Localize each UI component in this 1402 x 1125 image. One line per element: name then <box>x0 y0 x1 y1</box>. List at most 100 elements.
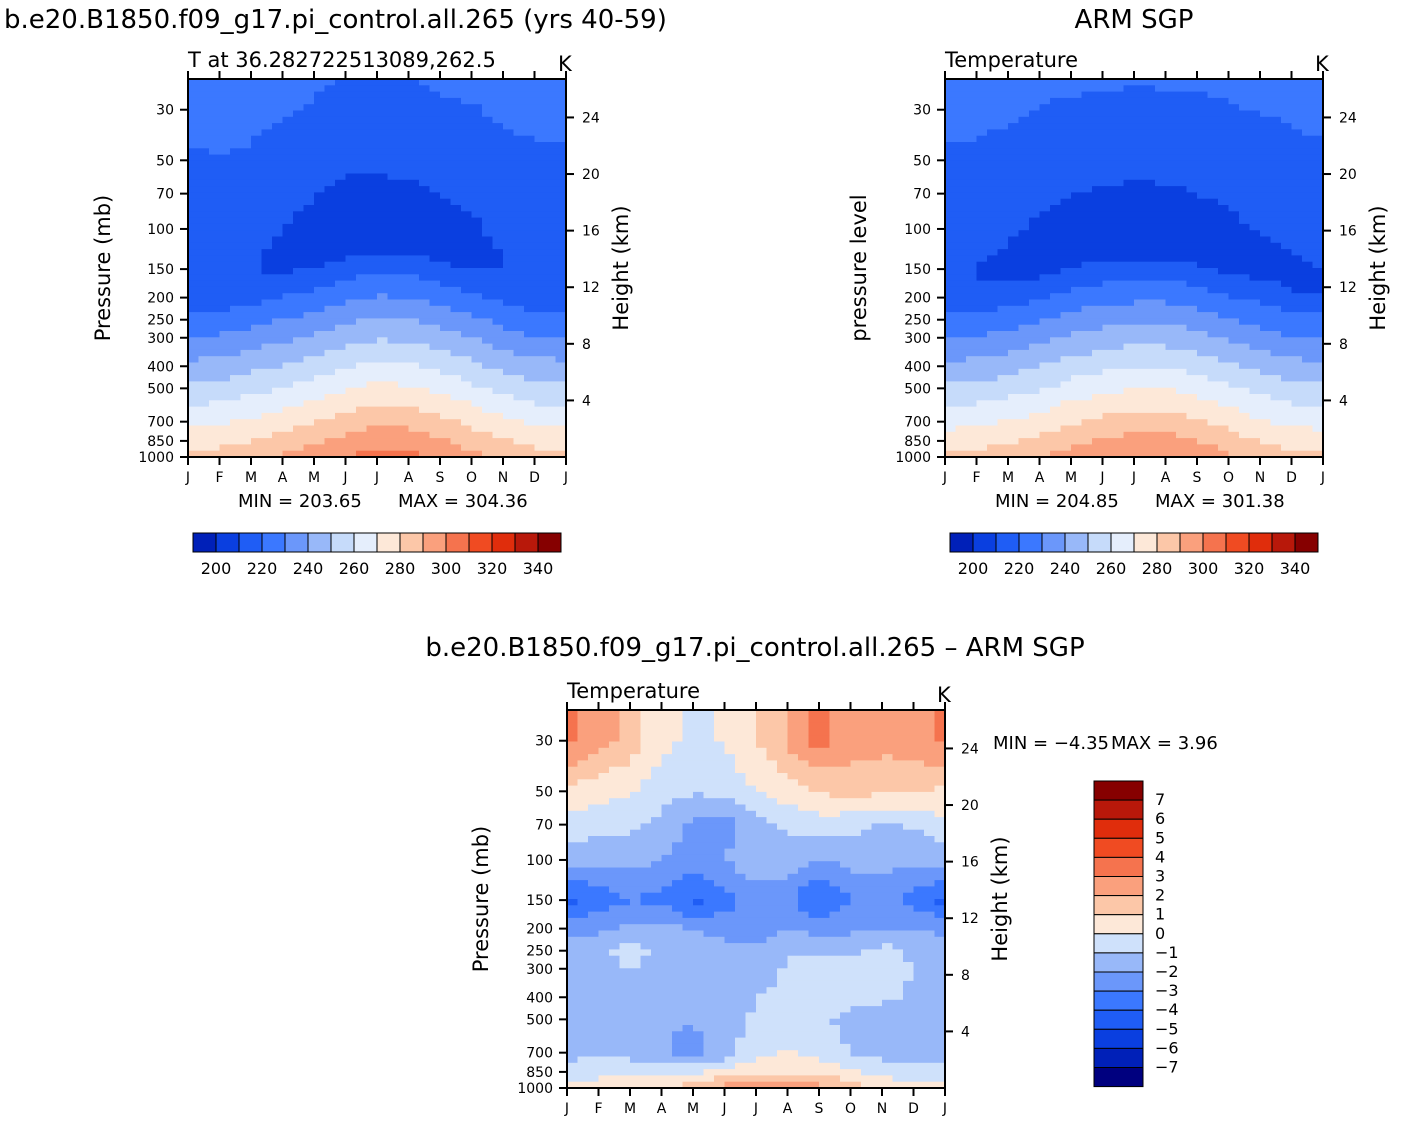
heatmap-cell <box>219 444 231 452</box>
x-tick-label: J <box>1131 470 1136 486</box>
heatmap-cell <box>261 123 273 130</box>
heatmap-cell <box>251 450 263 458</box>
heatmap-cell <box>1302 123 1314 130</box>
heatmap-cell <box>966 211 978 219</box>
heatmap-cell <box>630 1043 642 1051</box>
heatmap-cell <box>314 431 326 439</box>
heatmap-cell <box>1008 438 1020 445</box>
heatmap-cell <box>366 116 378 124</box>
heatmap-cell <box>230 179 242 187</box>
heatmap-cell <box>440 230 452 238</box>
heatmap-cell <box>640 911 652 919</box>
heatmap-cell <box>209 368 221 376</box>
heatmap-cell <box>1071 261 1083 269</box>
heatmap-cell <box>1207 192 1219 200</box>
heatmap-cell <box>209 154 221 162</box>
heatmap-cell <box>1249 167 1261 175</box>
heatmap-cell <box>976 148 988 156</box>
heatmap-cell <box>997 85 1009 93</box>
heatmap-cell <box>314 280 326 288</box>
heatmap-cell <box>513 394 525 401</box>
heatmap-cell <box>471 186 483 193</box>
heatmap-cell <box>567 999 579 1007</box>
heatmap-cell <box>345 123 357 130</box>
heatmap-cell <box>1039 406 1051 414</box>
heatmap-cell <box>293 293 305 301</box>
heatmap-cell <box>1081 85 1093 93</box>
heatmap-cell <box>419 186 431 193</box>
heatmap-cell <box>198 268 210 275</box>
heatmap-cell <box>293 280 305 288</box>
heatmap-cell <box>513 425 525 433</box>
heatmap-cell <box>272 431 284 439</box>
heatmap-cell <box>1186 91 1198 99</box>
heatmap-cell <box>419 142 431 149</box>
heatmap-cell <box>429 167 441 175</box>
heatmap-cell <box>240 179 252 187</box>
heatmap-cell <box>567 1069 579 1076</box>
heatmap-cell <box>408 211 420 219</box>
heatmap-cell <box>534 438 546 445</box>
heatmap-cell <box>1144 192 1156 200</box>
heatmap-cell <box>209 394 221 401</box>
heatmap-cell <box>997 242 1009 250</box>
heatmap-cell <box>482 274 494 282</box>
heatmap-cell <box>1186 104 1198 112</box>
heatmap-cell <box>1092 129 1104 137</box>
heatmap-cell <box>1176 129 1188 137</box>
heatmap-cell <box>356 217 368 225</box>
heatmap-cell <box>240 186 252 193</box>
heatmap-cell <box>1144 242 1156 250</box>
heatmap-cell <box>1270 173 1282 181</box>
heatmap-cell <box>1312 324 1324 332</box>
heatmap-cell <box>1081 331 1093 338</box>
heatmap-cell <box>513 129 525 137</box>
heatmap-cell <box>1165 412 1177 420</box>
heatmap-cell <box>1029 274 1041 282</box>
heatmap-cell <box>945 205 957 212</box>
heatmap-cell <box>1249 173 1261 181</box>
heatmap-cell <box>1081 444 1093 452</box>
heatmap-cell <box>461 148 473 156</box>
heatmap-cell <box>976 337 988 345</box>
heatmap-cell <box>1197 444 1209 452</box>
heatmap-cell <box>188 280 200 288</box>
y-tick-label: 150 <box>147 262 174 278</box>
heatmap-cell <box>987 116 999 124</box>
heatmap-cell <box>293 186 305 193</box>
heatmap-cell <box>1102 223 1114 231</box>
heatmap-cell <box>630 842 642 850</box>
heatmap-cell <box>398 123 410 130</box>
heatmap-cell <box>619 905 631 913</box>
heatmap-cell <box>524 375 536 382</box>
heatmap-cell <box>619 974 631 982</box>
heatmap-cell <box>976 116 988 124</box>
heatmap-cell <box>567 911 579 919</box>
heatmap-cell <box>240 343 252 351</box>
heatmap-cell <box>345 249 357 256</box>
heatmap-cell <box>1165 91 1177 99</box>
heatmap-cell <box>640 867 652 875</box>
heatmap-cell <box>1260 79 1272 86</box>
heatmap-cell <box>188 318 200 326</box>
heatmap-cell <box>419 192 431 200</box>
heatmap-cell <box>461 110 473 118</box>
heatmap-cell <box>1071 236 1083 244</box>
heatmap-cell <box>272 167 284 175</box>
heatmap-cell <box>567 791 579 799</box>
heatmap-cell <box>261 217 273 225</box>
heatmap-cell <box>335 255 347 263</box>
heatmap-cell <box>219 217 231 225</box>
heatmap-cell <box>1176 293 1188 301</box>
heatmap-cell <box>513 192 525 200</box>
heatmap-cell <box>1228 381 1240 389</box>
heatmap-cell <box>555 179 567 187</box>
heatmap-cell <box>945 312 957 319</box>
heatmap-cell <box>588 974 600 982</box>
heatmap-cell <box>1197 198 1209 206</box>
heatmap-cell <box>1029 387 1041 395</box>
heatmap-cell <box>230 154 242 162</box>
heatmap-cell <box>1291 91 1303 99</box>
heatmap-cell <box>314 425 326 433</box>
heatmap-cell <box>997 148 1009 156</box>
